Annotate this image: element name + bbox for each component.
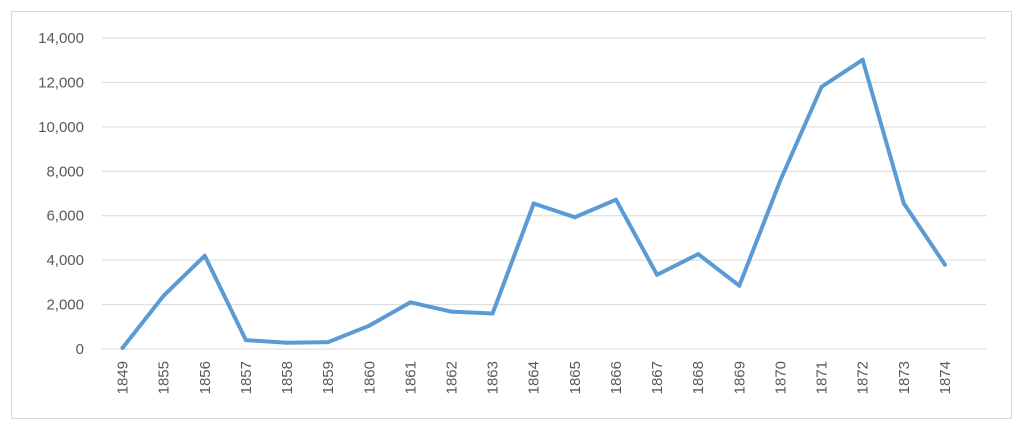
x-tick-label: 1860 <box>361 361 378 394</box>
x-tick-label: 1864 <box>526 361 543 394</box>
data-point <box>285 340 290 345</box>
y-axis-tick-labels: 0 2,000 4,000 6,000 8,000 10,000 12,000 14,000 <box>38 30 84 358</box>
chart-frame <box>11 11 1012 419</box>
x-tick-label: 1874 <box>937 361 954 394</box>
data-point <box>326 340 331 345</box>
data-point <box>449 309 454 314</box>
x-tick-label: 1869 <box>731 361 748 394</box>
x-tick-label: 1857 <box>238 361 255 394</box>
y-tick-label: 4,000 <box>46 252 84 269</box>
x-tick-label: 1872 <box>855 361 872 394</box>
y-tick-label: 12,000 <box>38 74 84 91</box>
y-tick-label: 2,000 <box>46 297 84 314</box>
data-point <box>613 197 618 202</box>
x-tick-label: 1870 <box>772 361 789 394</box>
gridlines <box>102 37 986 350</box>
data-point <box>367 323 372 328</box>
series-layer <box>120 57 947 350</box>
y-tick-label: 14,000 <box>38 30 84 47</box>
data-point <box>531 201 536 206</box>
x-tick-label: 1849 <box>115 361 132 394</box>
x-tick-label: 1873 <box>896 361 913 394</box>
data-point <box>942 262 947 267</box>
data-point <box>408 300 413 305</box>
y-tick-label: 8,000 <box>46 163 84 180</box>
x-tick-label: 1858 <box>279 361 296 394</box>
y-tick-label: 6,000 <box>46 208 84 225</box>
x-tick-label: 1855 <box>156 361 173 394</box>
data-point <box>202 253 207 258</box>
data-point <box>120 345 125 350</box>
data-point <box>572 215 577 220</box>
data-point <box>161 293 166 298</box>
y-tick-label: 10,000 <box>38 119 84 136</box>
x-tick-label: 1862 <box>443 361 460 394</box>
data-point <box>860 57 865 62</box>
data-point <box>243 338 248 343</box>
data-point <box>819 84 824 89</box>
x-tick-label: 1859 <box>320 361 337 394</box>
x-tick-label: 1861 <box>402 361 419 394</box>
data-point <box>778 178 783 183</box>
data-point <box>737 283 742 288</box>
x-tick-label: 1856 <box>197 361 214 394</box>
y-tick-label: 0 <box>76 341 84 358</box>
x-tick-label: 1871 <box>814 361 831 394</box>
data-point <box>655 272 660 277</box>
x-tick-label: 1863 <box>485 361 502 394</box>
data-point <box>696 252 701 257</box>
data-point <box>901 201 906 206</box>
x-tick-label: 1865 <box>567 361 584 394</box>
x-tick-label: 1866 <box>608 361 625 394</box>
data-point <box>490 311 495 316</box>
x-tick-label: 1867 <box>649 361 666 394</box>
x-tick-label: 1868 <box>690 361 707 394</box>
x-axis-tick-labels: 1849 1855 1856 1857 1858 1859 1860 1861 1862 1863… <box>115 361 954 394</box>
